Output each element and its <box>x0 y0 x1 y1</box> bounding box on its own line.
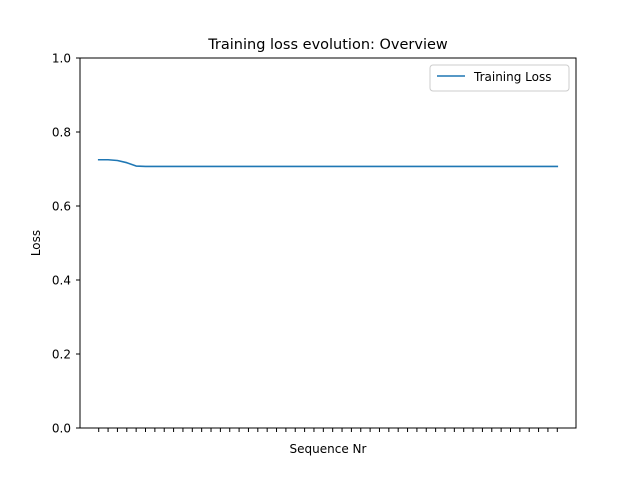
y-tick-label: 0.4 <box>52 274 71 288</box>
y-axis-ticks: 0.0 0.2 0.4 0.6 0.8 1.0 <box>52 52 80 436</box>
y-tick-label: 0.0 <box>52 422 71 436</box>
legend-label-training-loss: Training Loss <box>473 70 551 84</box>
y-tick-label: 0.2 <box>52 348 71 362</box>
y-axis-label: Loss <box>29 230 43 256</box>
y-tick-label: 0.8 <box>52 126 71 140</box>
x-axis-ticks <box>98 428 558 432</box>
training-loss-line <box>97 158 559 168</box>
y-tick-label: 1.0 <box>52 52 71 66</box>
legend: Training Loss <box>429 64 570 92</box>
plot-frame <box>79 57 577 429</box>
legend-box <box>429 64 570 92</box>
chart-title: Training loss evolution: Overview <box>207 37 448 53</box>
y-tick-label: 0.6 <box>52 200 71 214</box>
x-axis-label: Sequence Nr <box>290 442 367 456</box>
